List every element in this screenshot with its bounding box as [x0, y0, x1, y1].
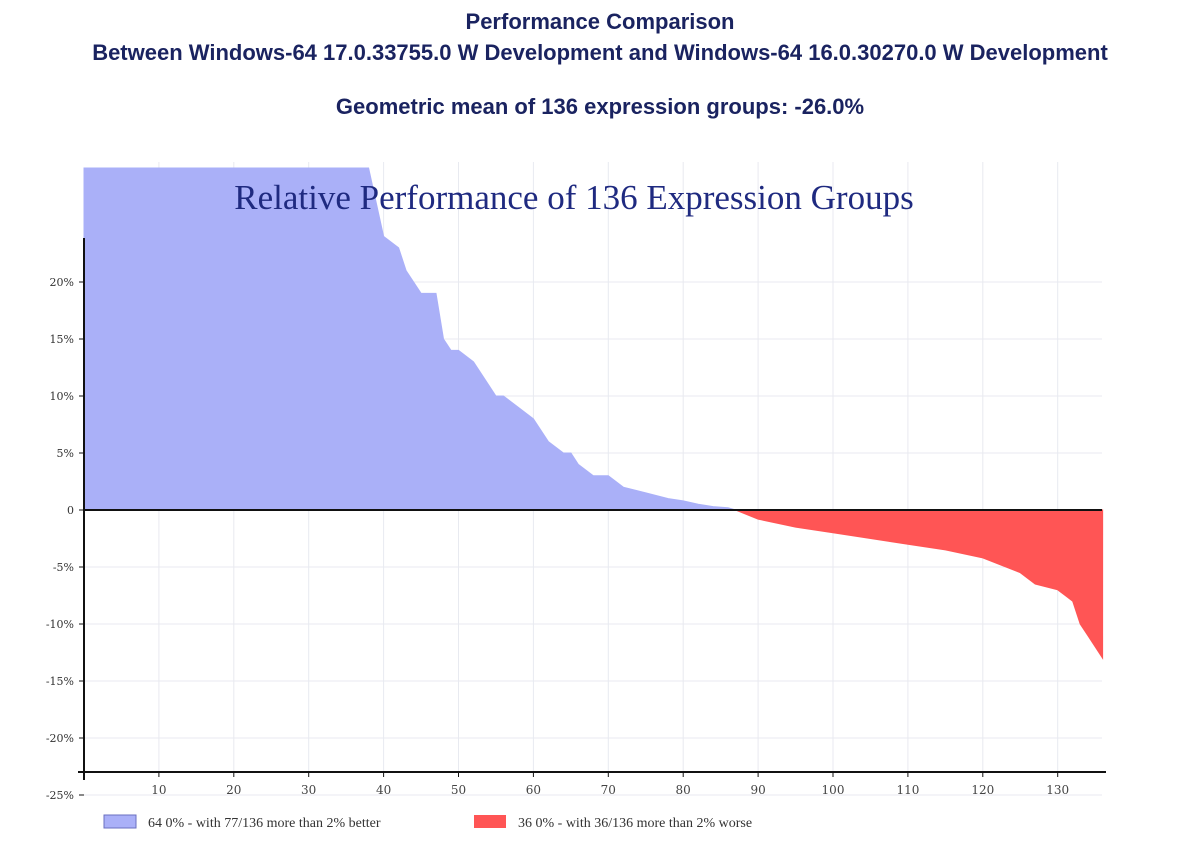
legend-label-1: 36 0% - with 36/136 more than 2% worse [518, 816, 752, 831]
page-title: Performance Comparison [465, 9, 735, 34]
x-tick-label: 100 [822, 783, 845, 797]
x-tick-label: 110 [896, 783, 919, 797]
y-tick-label: -5% [53, 561, 74, 574]
x-tick-label: 50 [451, 783, 466, 797]
x-tick-label: 30 [301, 783, 316, 797]
chart-title: Relative Performance of 136 Expression G… [234, 178, 913, 217]
y-tick-label: 20% [50, 276, 74, 289]
legend-swatch-0 [103, 814, 137, 829]
series-area-better [83, 167, 736, 511]
y-tick-label: 5% [57, 447, 74, 460]
x-tick-label: 40 [376, 783, 391, 797]
area-layer [83, 167, 1104, 660]
x-tick-label: 80 [676, 783, 691, 797]
x-tick-label: 130 [1046, 783, 1069, 797]
x-tick-label: 120 [971, 783, 994, 797]
x-tick-label: 60 [526, 783, 541, 797]
y-tick-label: -15% [46, 675, 74, 688]
tick-layer: 20% 15% 10% 5% 0 -5% -10% -15% -20% -25% 10 20 30 40 5… [46, 276, 1069, 802]
y-tick-label: -20% [46, 732, 74, 745]
x-tick-label: 10 [151, 783, 166, 797]
page-subtitle: Between Windows-64 17.0.33755.0 W Develo… [92, 40, 1108, 65]
y-tick-label: -10% [46, 618, 74, 631]
legend-swatch-1 [474, 815, 506, 828]
x-tick-label: 90 [750, 783, 765, 797]
y-tick-label: 15% [50, 333, 74, 346]
y-tick-label: 10% [50, 390, 74, 403]
axes-layer [78, 238, 1106, 780]
y-tick-label: 0 [67, 504, 74, 517]
geometric-mean-summary: Geometric mean of 136 expression groups:… [335, 94, 865, 119]
legend: 64 0% - with 77/136 more than 2% better 3… [103, 814, 752, 831]
y-tick-label: -25% [46, 789, 74, 802]
x-tick-label: 70 [601, 783, 616, 797]
series-area-worse [735, 509, 1104, 660]
legend-label-0: 64 0% - with 77/136 more than 2% better [148, 816, 381, 831]
x-tick-label: 20 [226, 783, 241, 797]
